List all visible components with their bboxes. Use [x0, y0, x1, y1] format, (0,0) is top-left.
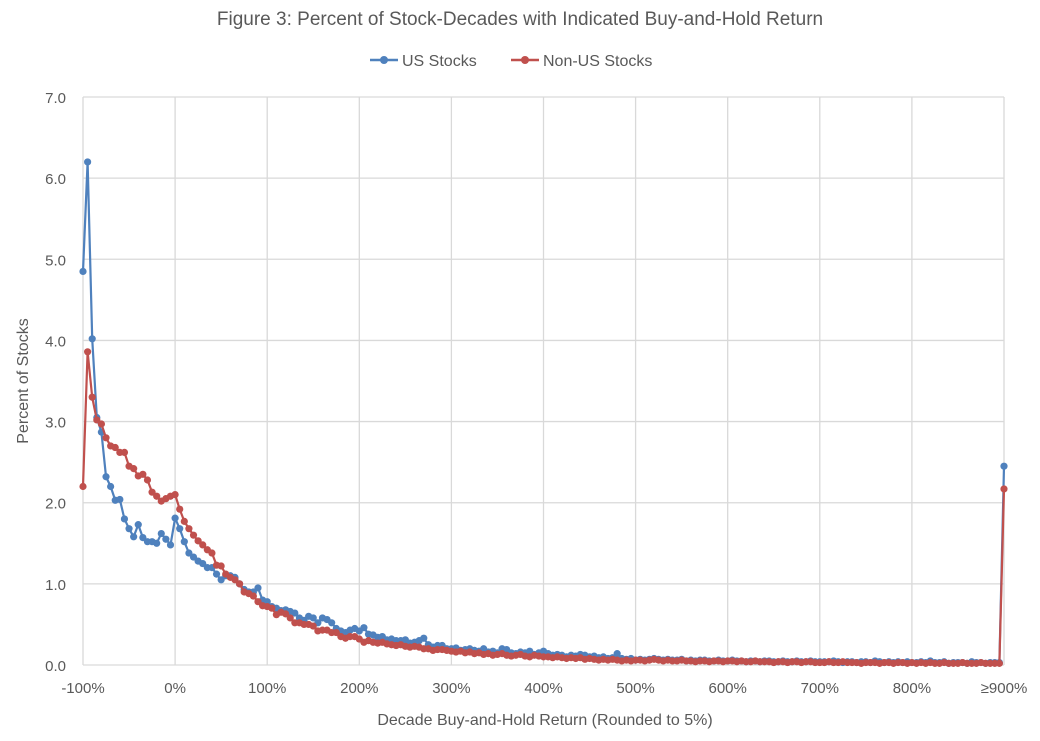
data-point: [120, 515, 129, 523]
legend-us-marker: [380, 56, 388, 64]
x-tick-label: ≥900%: [981, 680, 1028, 697]
data-point: [286, 614, 294, 622]
data-point: [153, 492, 161, 500]
data-point: [189, 531, 198, 539]
data-point: [166, 541, 175, 549]
data-point: [93, 416, 101, 424]
data-point: [84, 158, 92, 166]
data-point: [360, 624, 368, 632]
y-tick-label: 6.0: [45, 171, 66, 188]
data-point: [420, 634, 428, 642]
data-point: [130, 465, 138, 473]
data-point: [176, 505, 184, 513]
data-point: [254, 584, 262, 592]
data-point: [139, 470, 147, 478]
x-tick-label: 500%: [616, 680, 654, 697]
data-point: [231, 576, 239, 584]
data-point: [268, 604, 276, 612]
data-point: [116, 495, 124, 504]
legend-non-us-label: Non-US Stocks: [543, 53, 652, 70]
y-axis-label: Percent of Stocks: [15, 318, 32, 443]
x-tick-label: 400%: [524, 680, 562, 697]
y-tick-label: 7.0: [45, 90, 66, 107]
data-point: [1000, 462, 1008, 470]
x-axis-label: Decade Buy-and-Hold Return (Rounded to 5…: [377, 712, 712, 729]
data-point: [309, 622, 317, 630]
x-axis-ticks: -100% 0% 100% 200% 300% 400% 500% 600% 700% 800% ≥…: [61, 680, 1027, 697]
data-point: [84, 348, 92, 356]
data-point: [134, 521, 142, 529]
legend: US Stocks Non-US Stocks: [370, 53, 652, 70]
y-tick-label: 3.0: [45, 415, 66, 432]
x-tick-label: 600%: [709, 680, 747, 697]
data-point: [153, 539, 161, 547]
chart-title: Figure 3: Percent of Stock-Decades with …: [217, 9, 823, 30]
series-non-us: [79, 348, 1008, 667]
data-point: [180, 517, 188, 525]
legend-us-label: US Stocks: [402, 53, 477, 70]
data-point: [185, 549, 193, 557]
data-point: [171, 514, 179, 522]
data-point: [217, 562, 225, 570]
legend-item-non-us[interactable]: Non-US Stocks: [511, 53, 652, 70]
legend-non-us-marker: [521, 56, 529, 64]
data-point: [199, 559, 207, 568]
data-point: [199, 541, 207, 549]
data-point: [1000, 485, 1008, 493]
data-point: [185, 525, 193, 533]
data-point: [171, 491, 179, 499]
data-point: [208, 549, 216, 557]
data-point: [97, 420, 106, 428]
data-point: [107, 482, 115, 491]
data-point: [189, 553, 198, 561]
data-point: [143, 476, 152, 484]
data-point: [120, 448, 129, 457]
y-tick-label: 4.0: [45, 333, 66, 350]
x-tick-label: -100%: [61, 680, 104, 697]
series-layer: [79, 158, 1008, 667]
data-point: [332, 628, 340, 637]
data-point: [194, 537, 202, 545]
data-point: [148, 488, 156, 496]
data-point: [88, 335, 96, 343]
x-tick-label: 800%: [893, 680, 931, 697]
data-point: [180, 538, 188, 546]
data-point: [111, 443, 119, 452]
data-point: [79, 482, 87, 491]
data-point: [613, 650, 621, 658]
data-point: [162, 535, 170, 543]
data-point: [249, 592, 257, 600]
data-point: [291, 609, 299, 617]
y-tick-label: 5.0: [45, 252, 66, 269]
data-point: [235, 580, 244, 588]
x-tick-label: 200%: [340, 680, 378, 697]
x-tick-label: 300%: [432, 680, 470, 697]
data-point: [102, 473, 110, 481]
gridlines: [82, 96, 1005, 666]
data-point: [79, 267, 87, 276]
y-axis-ticks: 0.0 1.0 2.0 3.0 4.0 5.0 6.0 7.0: [45, 90, 66, 675]
data-point: [139, 534, 147, 542]
data-point: [176, 525, 184, 533]
data-point: [995, 659, 1003, 667]
y-tick-label: 1.0: [45, 577, 66, 594]
data-point: [212, 570, 221, 578]
y-tick-label: 0.0: [45, 658, 66, 675]
x-tick-label: 700%: [801, 680, 839, 697]
y-tick-label: 2.0: [45, 496, 66, 513]
x-tick-label: 0%: [164, 680, 186, 697]
data-point: [125, 525, 133, 533]
data-point: [157, 529, 165, 538]
x-tick-label: 100%: [248, 680, 286, 697]
data-point: [130, 533, 138, 541]
data-point: [217, 576, 225, 584]
data-point: [328, 619, 336, 627]
data-point: [309, 614, 317, 622]
legend-item-us[interactable]: US Stocks: [370, 53, 477, 70]
data-point: [88, 393, 96, 401]
data-point: [254, 598, 262, 606]
data-point: [282, 610, 290, 618]
data-point: [102, 434, 110, 442]
